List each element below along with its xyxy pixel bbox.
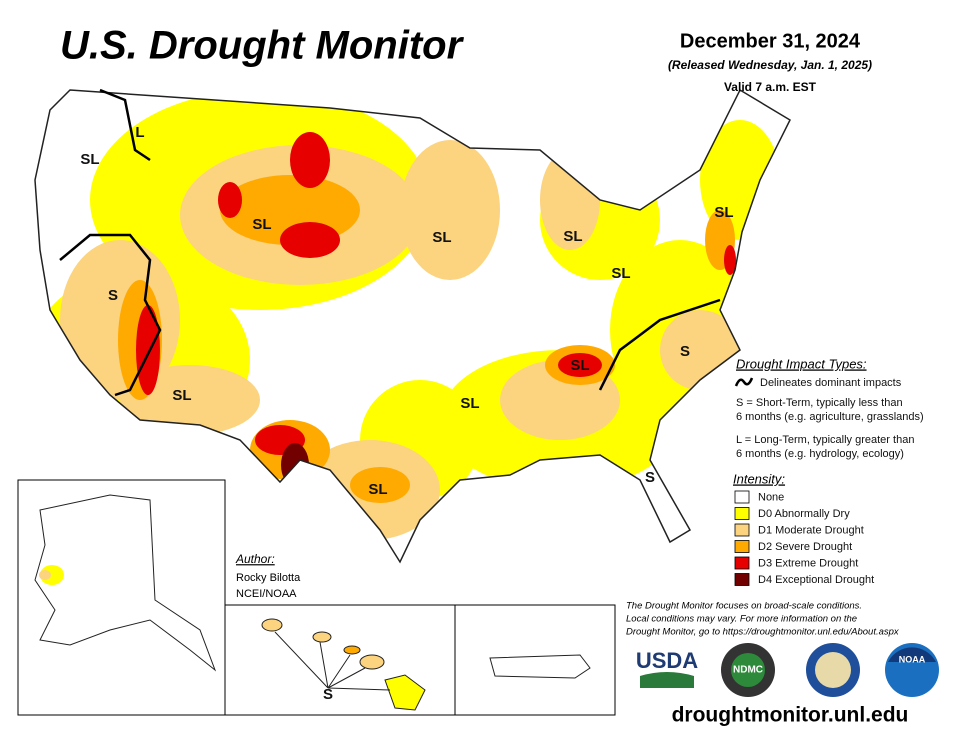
d1-area: [660, 310, 740, 390]
title: U.S. Drought Monitor: [60, 24, 465, 68]
alaska-outline: [34, 494, 217, 672]
d3-area: [136, 305, 160, 395]
logo-shape: [815, 652, 851, 688]
impact-label: SL: [172, 387, 191, 404]
legend-swatch: [734, 540, 750, 553]
impact-label: S: [680, 343, 690, 360]
impact-label: SL: [252, 216, 271, 233]
legend-label: D0 Abnormally Dry: [758, 508, 850, 520]
author-label: Author:: [235, 552, 275, 566]
impact-label: SL: [368, 481, 387, 498]
legend-title: Drought Impact Types:: [736, 356, 867, 371]
ndmc-logo: NDMC: [721, 643, 775, 697]
intensity-legend: None D0 Abnormally Dry D1 Moderate Drought…: [734, 490, 874, 586]
impact-label: L: [135, 124, 144, 141]
legend-text: 6 months (e.g. hydrology, ecology): [736, 448, 904, 460]
puerto-rico-outline: [489, 654, 591, 679]
hawaii-island: [359, 654, 385, 670]
impact-boundary: [99, 88, 151, 162]
impact-label: SL: [714, 204, 733, 221]
impact-label: SL: [570, 357, 589, 374]
noaa-logo: NOAA: [885, 643, 939, 697]
impact-boundary: [598, 298, 721, 391]
legend-text: Delineates dominant impacts: [760, 377, 902, 389]
impact-label: SL: [611, 265, 630, 282]
legend-label: D2 Severe Drought: [758, 541, 852, 553]
d3-area: [290, 132, 330, 188]
website-url: droughtmonitor.unl.edu: [672, 704, 909, 727]
released: (Released Wednesday, Jan. 1, 2025): [668, 58, 872, 72]
impact-boundary: [59, 233, 162, 397]
impact-label: SL: [432, 229, 451, 246]
hawaii-island: [312, 631, 332, 643]
legend-swatch: [734, 523, 750, 537]
logo-text: NOAA: [899, 654, 926, 664]
impact-label: S: [645, 469, 655, 486]
impact-label: S: [323, 686, 333, 703]
logo-text: NDMC: [733, 665, 763, 676]
d0-area: [40, 565, 64, 585]
legend-text: 6 months (e.g. agriculture, grasslands): [736, 411, 924, 423]
impact-label: SL: [80, 151, 99, 168]
d2-area: [350, 467, 410, 503]
legend-swatch: [734, 490, 750, 504]
legend-swatch: [734, 573, 750, 586]
commerce-logo: [806, 643, 860, 697]
logo-shape: [640, 672, 694, 688]
note-line: Drought Monitor, go to https://droughtmo…: [626, 627, 900, 638]
d1-area: [39, 570, 51, 580]
legend-text: S = Short-Term, typically less than: [736, 397, 903, 409]
note-line: Local conditions may vary. For more info…: [626, 614, 857, 625]
date: December 31, 2024: [680, 30, 861, 52]
impact-label: SL: [460, 395, 479, 412]
impact-label: SL: [563, 228, 582, 245]
legend-label: D4 Exceptional Drought: [758, 574, 874, 586]
pointer-line: [274, 631, 391, 691]
d3-area: [280, 222, 340, 258]
author-name: Rocky Bilotta: [236, 572, 301, 584]
logo-text: USDA: [636, 648, 698, 673]
conus-outline: [34, 88, 791, 564]
impact-label: S: [108, 287, 118, 304]
d3-area: [724, 245, 736, 275]
legend-title: Intensity:: [733, 471, 785, 486]
hawaii-island: [384, 674, 426, 711]
d3-area: [218, 182, 242, 218]
legend-label: D1 Moderate Drought: [758, 524, 864, 536]
usda-logo: USDA: [636, 648, 698, 688]
hawaii-island: [261, 618, 283, 632]
legend-label: None: [758, 491, 784, 503]
legend-swatch: [734, 556, 750, 570]
hawaii-island: [343, 645, 361, 655]
d1-area: [400, 140, 500, 280]
valid: Valid 7 a.m. EST: [724, 80, 817, 94]
legend-label: D3 Extreme Drought: [758, 557, 858, 569]
logo-shape: [731, 653, 765, 687]
author-org: NCEI/NOAA: [236, 588, 297, 600]
legend-swatch: [734, 507, 750, 520]
logo-shape: [888, 647, 936, 662]
legend-text: L = Long-Term, typically greater than: [736, 434, 914, 446]
d3-area: [558, 353, 602, 377]
note-line: The Drought Monitor focuses on broad-sca…: [626, 601, 862, 612]
boundary-swatch: [734, 377, 754, 387]
